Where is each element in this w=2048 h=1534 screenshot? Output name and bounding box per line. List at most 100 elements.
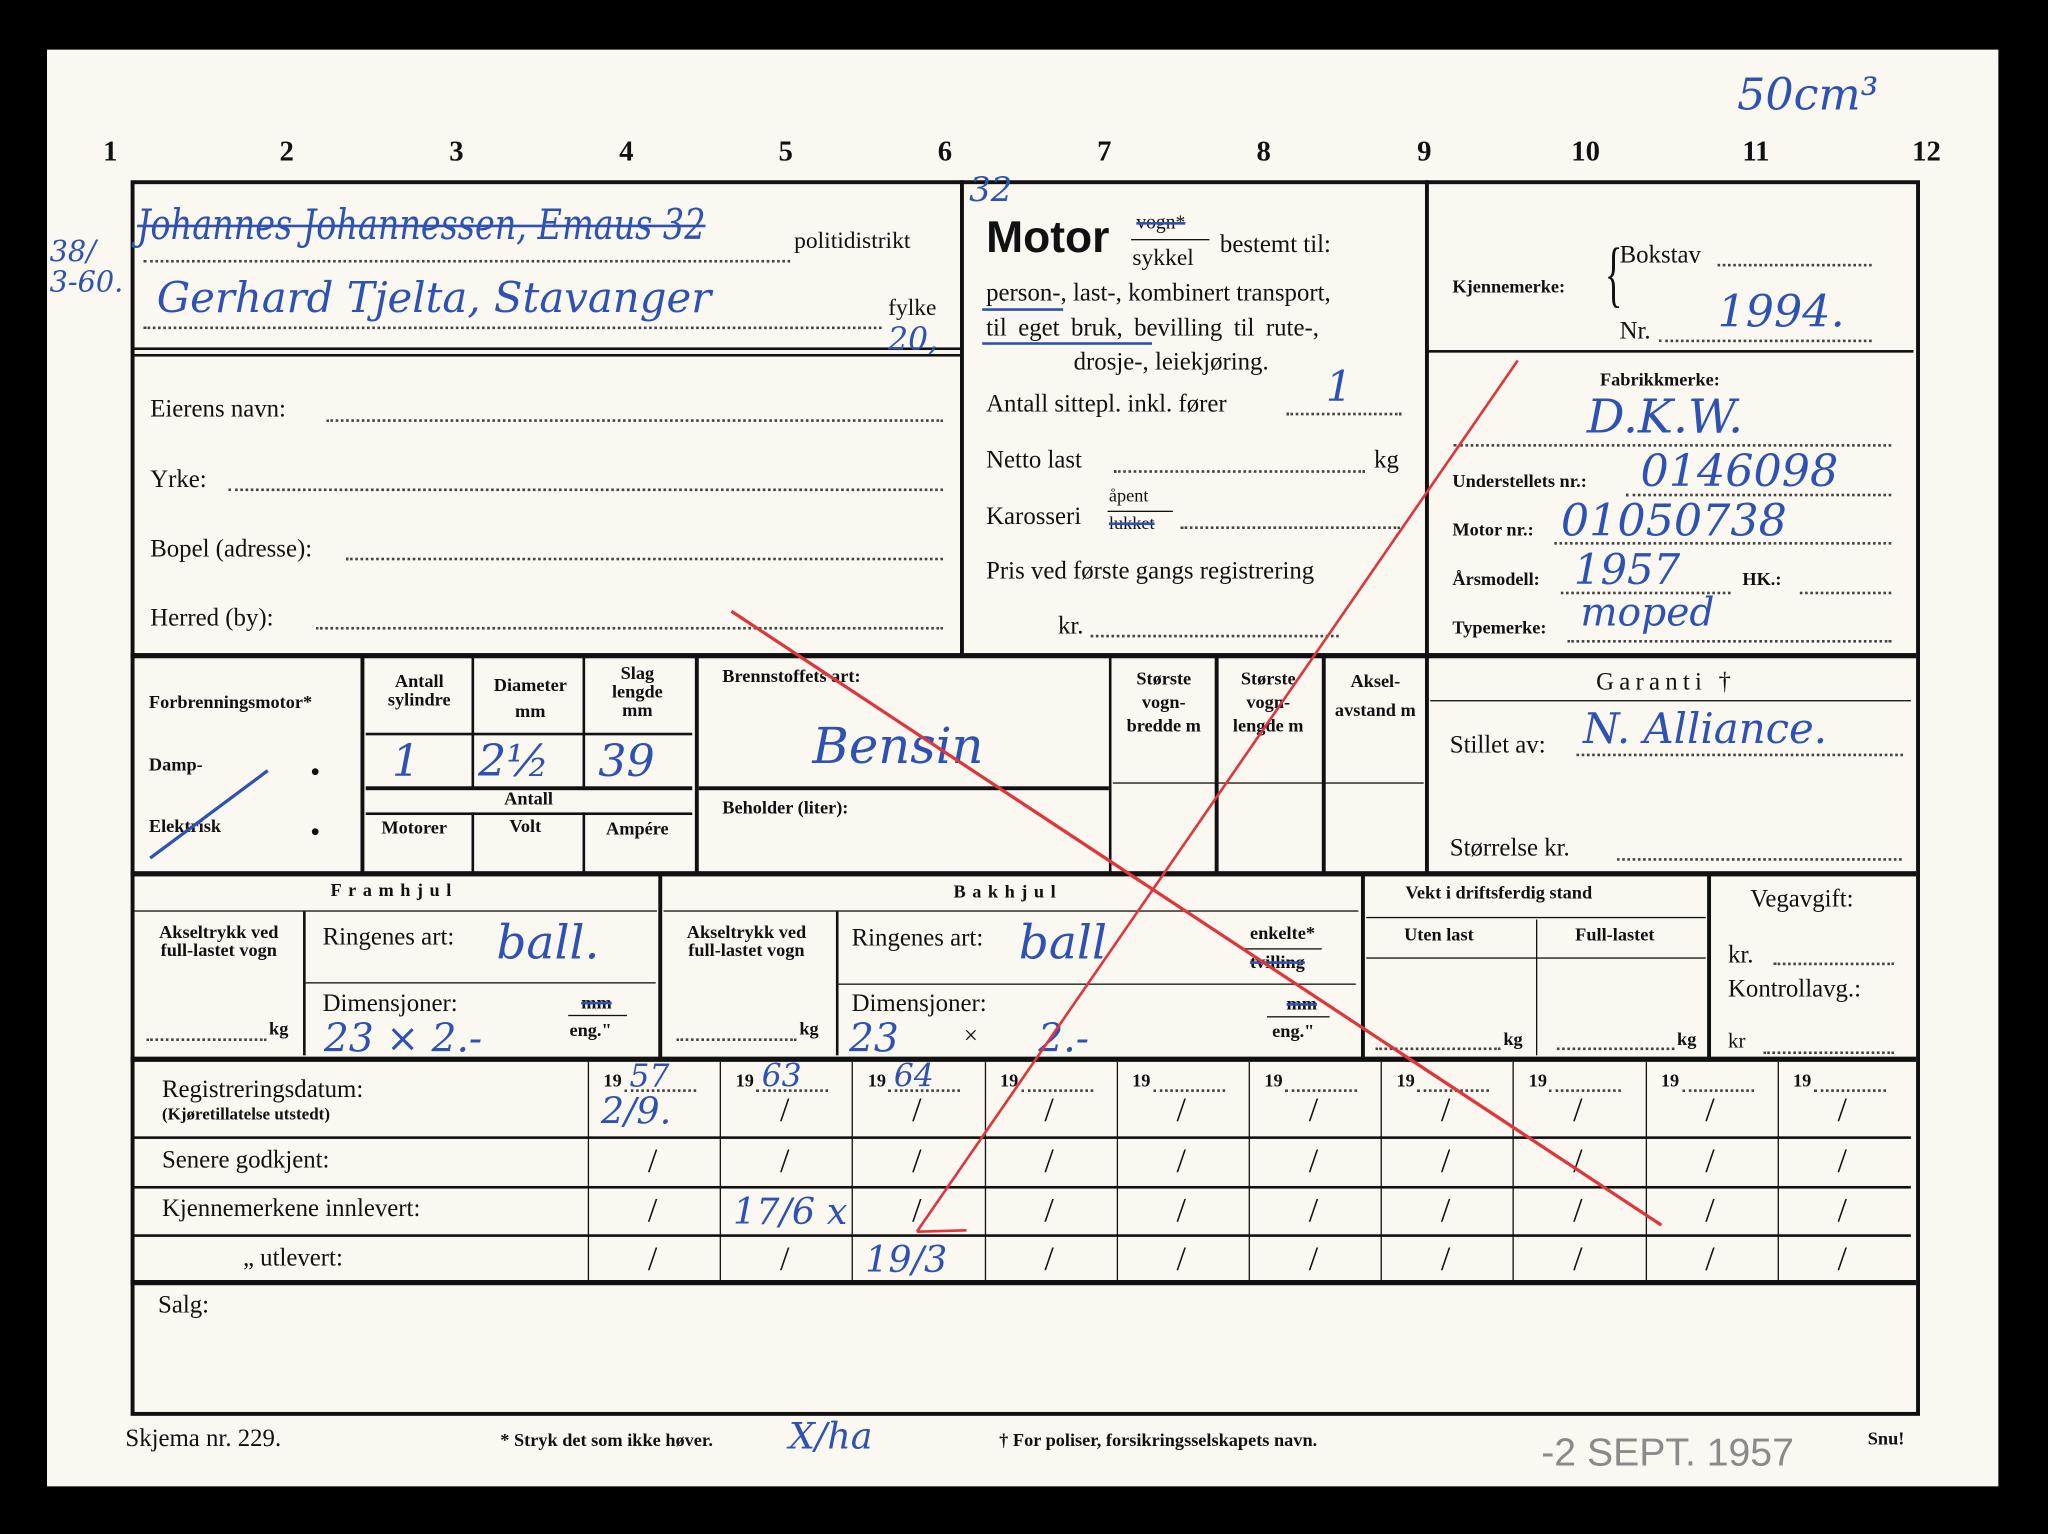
weight-empty-kg: kg [1503,1030,1523,1051]
body-closed: lukket [1108,514,1155,535]
date-cell[interactable]: 17/6 x [732,1189,848,1233]
date-cell[interactable]: / [1308,1141,1319,1180]
tank-label: Beholder (liter): [722,799,849,819]
front-mm: mm [581,993,612,1014]
date-cell[interactable]: / [1044,1090,1054,1129]
year-field[interactable] [1813,1089,1886,1092]
date-cell[interactable]: / [1440,1141,1451,1180]
year-field[interactable] [624,1089,697,1092]
date-cell[interactable]: / [1308,1090,1319,1129]
rear-mm: mm [1286,995,1317,1015]
column-number: 1 [103,134,118,168]
date-cell[interactable]: / [1176,1191,1186,1230]
owner-name-field[interactable] [326,419,944,422]
date-cell[interactable]: / [1440,1239,1451,1278]
year-field[interactable] [1549,1089,1622,1092]
column-number: 2 [279,134,294,168]
date-cell[interactable]: / [1705,1090,1715,1129]
year-field[interactable] [1681,1089,1754,1092]
price-field[interactable] [1090,634,1339,638]
date-cell[interactable]: / [1573,1191,1583,1230]
net-load-unit: kg [1374,446,1399,475]
year-field[interactable] [1285,1089,1358,1092]
county-label: fylke [888,293,937,320]
net-load-label: Netto last [986,446,1082,475]
date-cell[interactable]: / [779,1090,790,1129]
date-cell[interactable]: / [1573,1141,1583,1180]
date-cell[interactable]: / [779,1239,790,1278]
date-cell[interactable]: / [1837,1090,1847,1129]
body-open: åpent [1108,487,1149,507]
year-field[interactable] [1417,1089,1490,1092]
date-cell[interactable]: / [647,1191,658,1230]
rear-tyre-value: ball [1018,916,1107,971]
date-cell[interactable]: / [912,1191,922,1230]
weight-full-field[interactable] [1556,1047,1675,1051]
rear-dims-x: × [963,1022,978,1051]
rear-wheel-title: Bakhjul [953,882,1063,903]
date-cell[interactable]: 2/9. [600,1089,672,1133]
column-number: 8 [1256,134,1271,168]
column-divider [1512,1061,1515,1282]
hp-label: HK.: [1742,570,1782,591]
date-cell[interactable]: / [1308,1191,1319,1230]
registration-date-label: Registreringsdatum: [161,1076,364,1104]
net-load-field[interactable] [1114,470,1365,473]
column-number: 7 [1097,134,1112,168]
address-field[interactable] [346,557,944,561]
hp-field[interactable] [1799,591,1892,595]
municipality-field[interactable] [316,626,944,630]
bullet-dot: • [310,758,320,787]
date-cell[interactable]: / [647,1141,658,1180]
date-cell[interactable]: / [1837,1239,1847,1278]
occupation-field[interactable] [228,488,944,492]
letter-field[interactable] [1717,263,1872,267]
stroke-value: 39 [598,735,655,788]
date-cell[interactable]: / [1176,1090,1186,1129]
year-field[interactable] [1153,1089,1225,1092]
road-tax-title: Vegavgift: [1750,885,1854,913]
column-number: 5 [778,134,793,168]
date-cell[interactable]: / [647,1239,658,1278]
date-cell[interactable]: 19/3 [865,1238,948,1282]
date-cell[interactable]: / [912,1141,922,1180]
date-cell[interactable]: / [779,1141,790,1180]
brace-icon: { [1604,233,1623,315]
date-cell[interactable]: / [1440,1191,1451,1230]
weight-empty-field[interactable] [1375,1047,1501,1051]
rear-tyre-label: Ringenes art: [851,924,984,953]
diameter-header: Diameter mm [493,676,567,722]
fuel-value: Bensin [812,717,984,775]
date-cell[interactable]: / [1573,1090,1583,1129]
date-cell[interactable]: / [1705,1239,1715,1278]
rear-dims-label: Dimensjoner: [851,990,987,1018]
date-cell[interactable]: / [1573,1239,1583,1278]
year-prefix: 19 [1660,1072,1680,1092]
date-cell[interactable]: / [1044,1191,1054,1230]
column-number: 3 [449,134,464,168]
date-cell[interactable]: / [1176,1141,1186,1180]
type-vogn: vogn* [1136,212,1186,234]
road-tax-field[interactable] [1773,962,1894,966]
date-cell[interactable]: / [1044,1239,1054,1278]
guarantee-size-field[interactable] [1616,858,1902,861]
date-cell[interactable]: / [1176,1239,1186,1278]
date-cell[interactable]: / [1705,1191,1715,1230]
column-number: 4 [619,134,634,168]
date-cell[interactable]: / [1705,1141,1715,1180]
date-cell[interactable]: / [1440,1090,1451,1129]
year-field[interactable] [1020,1089,1093,1092]
front-dims-label: Dimensjoner: [322,990,458,1018]
date-cell[interactable]: / [1308,1239,1319,1278]
single-tyre: enkelte* [1249,924,1315,945]
model-year-label: Årsmodell: [1452,570,1540,591]
type-value: moped [1580,590,1715,637]
control-fee-field[interactable] [1763,1051,1894,1055]
date-cell[interactable]: / [1044,1141,1054,1180]
rear-axle-label: Akseltrykk ved full-lastet vogn [686,923,807,962]
cylinders-header: Antall sylindre [387,672,451,711]
date-cell[interactable]: / [1837,1191,1847,1230]
type-label: Typemerke: [1452,619,1547,639]
date-cell[interactable]: / [912,1090,922,1129]
date-cell[interactable]: / [1837,1141,1847,1180]
